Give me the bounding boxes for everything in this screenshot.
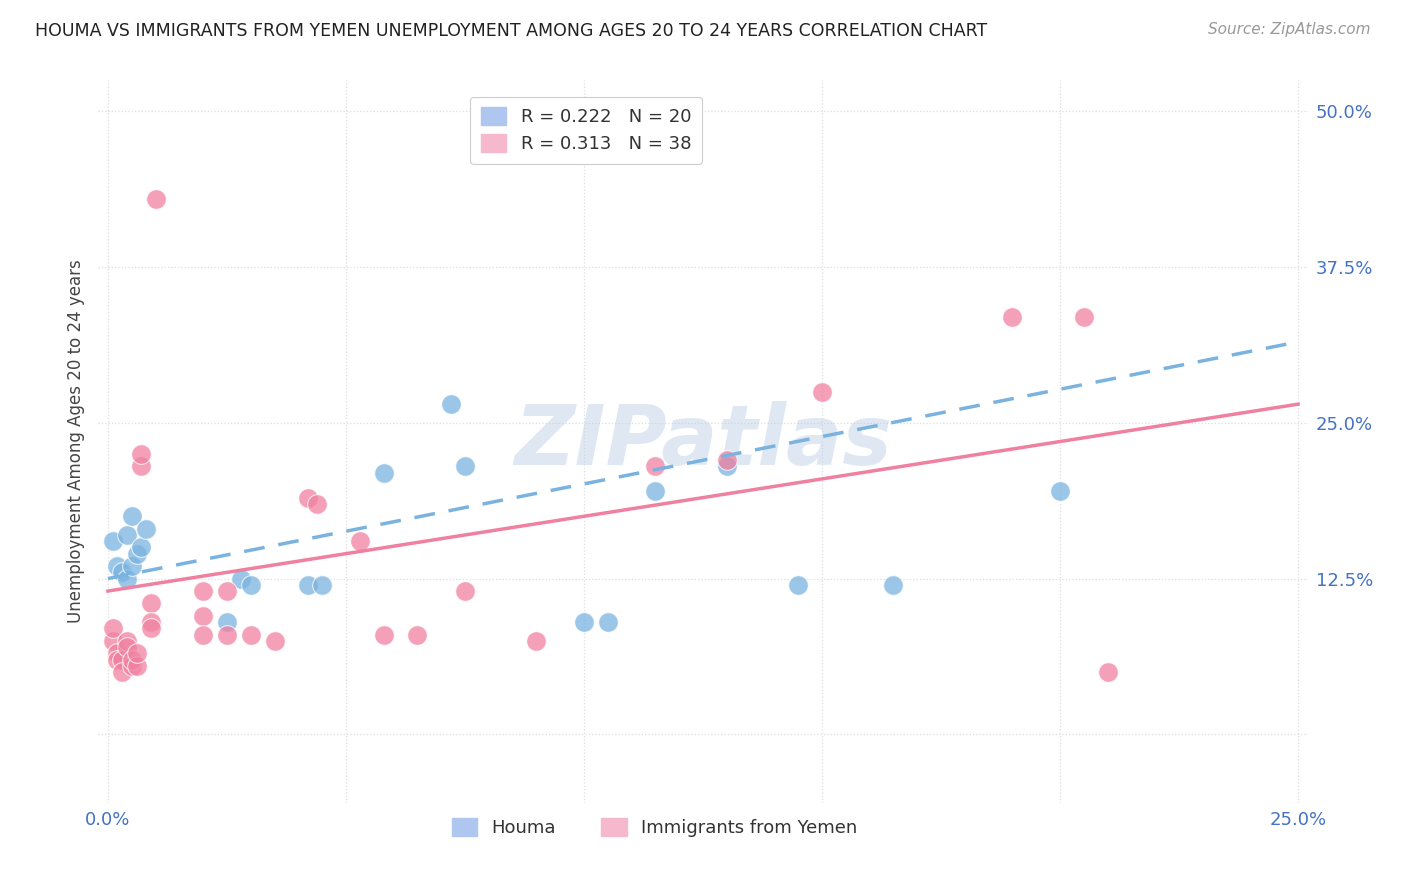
Point: [191, 609, 214, 624]
Point: [125, 547, 148, 561]
Point: [787, 578, 810, 592]
Point: [596, 615, 619, 630]
Point: [129, 459, 152, 474]
Point: [111, 566, 134, 580]
Point: [125, 646, 148, 660]
Point: [101, 633, 124, 648]
Y-axis label: Unemployment Among Ages 20 to 24 years: Unemployment Among Ages 20 to 24 years: [66, 260, 84, 624]
Point: [107, 646, 129, 660]
Text: HOUMA VS IMMIGRANTS FROM YEMEN UNEMPLOYMENT AMONG AGES 20 TO 24 YEARS CORRELATIO: HOUMA VS IMMIGRANTS FROM YEMEN UNEMPLOYM…: [35, 22, 987, 40]
Point: [231, 572, 253, 586]
Point: [191, 584, 214, 599]
Point: [115, 528, 138, 542]
Point: [215, 615, 238, 630]
Point: [239, 578, 262, 592]
Point: [115, 572, 138, 586]
Point: [215, 584, 238, 599]
Point: [107, 652, 129, 666]
Point: [311, 578, 333, 592]
Point: [191, 627, 214, 641]
Point: [406, 627, 429, 641]
Point: [716, 459, 738, 474]
Point: [263, 633, 285, 648]
Point: [644, 484, 666, 499]
Point: [1049, 484, 1071, 499]
Point: [215, 627, 238, 641]
Point: [1001, 310, 1024, 324]
Legend: Houma, Immigrants from Yemen: Houma, Immigrants from Yemen: [444, 811, 865, 845]
Point: [524, 633, 547, 648]
Point: [349, 534, 371, 549]
Point: [139, 615, 162, 630]
Point: [454, 459, 477, 474]
Point: [572, 615, 595, 630]
Text: ZIPatlas: ZIPatlas: [515, 401, 891, 482]
Point: [1073, 310, 1095, 324]
Point: [135, 522, 157, 536]
Point: [111, 665, 134, 679]
Point: [1097, 665, 1119, 679]
Point: [139, 621, 162, 635]
Point: [882, 578, 904, 592]
Point: [373, 627, 395, 641]
Point: [307, 497, 329, 511]
Point: [121, 509, 143, 524]
Point: [101, 621, 124, 635]
Point: [111, 652, 134, 666]
Point: [811, 384, 834, 399]
Point: [121, 652, 143, 666]
Point: [454, 584, 477, 599]
Point: [139, 597, 162, 611]
Point: [297, 578, 319, 592]
Point: [115, 633, 138, 648]
Point: [121, 658, 143, 673]
Point: [644, 459, 666, 474]
Point: [716, 453, 738, 467]
Point: [101, 534, 124, 549]
Point: [125, 658, 148, 673]
Point: [145, 192, 167, 206]
Point: [373, 466, 395, 480]
Text: Source: ZipAtlas.com: Source: ZipAtlas.com: [1208, 22, 1371, 37]
Point: [297, 491, 319, 505]
Point: [239, 627, 262, 641]
Point: [440, 397, 463, 411]
Point: [107, 559, 129, 574]
Point: [129, 541, 152, 555]
Point: [129, 447, 152, 461]
Point: [115, 640, 138, 654]
Point: [121, 559, 143, 574]
